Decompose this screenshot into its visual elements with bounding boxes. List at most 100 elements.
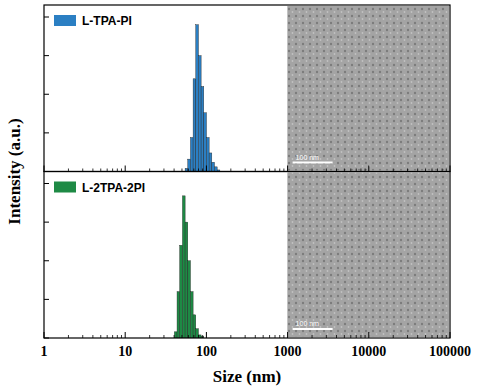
x-tick [450,166,451,172]
bar [174,332,177,338]
x-minor-tick [344,335,345,338]
x-minor-tick [107,335,108,338]
bar [193,79,196,172]
x-tick [287,166,288,172]
chart: 100 nm L-TPA-PI Intensity (a.u.) 100 nm 1 10 1… [0,0,480,389]
x-minor-tick [174,335,175,338]
x-minor-tick [121,335,122,338]
bar [209,153,212,172]
x-minor-tick [350,335,351,338]
x-minor-tick [269,335,270,338]
scale-bar [293,162,333,164]
y-tick [44,132,49,133]
bar [196,25,199,172]
y-tick [44,222,49,223]
x-tick [125,166,126,172]
bar [177,292,180,338]
scale-bar [293,328,333,330]
x-tick [125,332,126,338]
x-tick-label: 10 [118,344,132,359]
y-tick [44,260,49,261]
x-minor-tick [425,335,426,338]
frame [44,5,450,172]
x-minor-tick [283,335,284,338]
x-tick [44,332,45,338]
bar [182,196,185,338]
frame [44,172,450,339]
x-tick-label: 1 [41,344,48,359]
bar [212,162,215,171]
image-ground [288,173,449,338]
bar [190,292,193,338]
x-tick [206,166,207,172]
x-tick-label: 100000 [429,344,471,359]
image-texture [288,173,449,338]
x-axis-title: Size (nm) [213,367,281,386]
x-tick-label: 1000 [274,344,302,359]
x-tick [368,166,369,172]
x-minor-tick [279,335,280,338]
x-tick-label: 100 [196,344,217,359]
x-tick [368,332,369,338]
x-minor-tick [442,335,443,338]
x-minor-tick [365,335,366,338]
x-minor-tick [188,335,189,338]
bars [185,25,220,172]
x-tick [287,332,288,338]
bars [174,196,203,338]
image-texture [288,6,449,171]
x-minor-tick [255,335,256,338]
bar [180,245,183,338]
bar [214,167,217,172]
x-minor-tick [149,335,150,338]
bar [196,329,199,338]
x-minor-tick [275,335,276,338]
image-ground [288,6,449,171]
x-minor-tick [417,335,418,338]
x-minor-tick [360,335,361,338]
bar [193,315,196,338]
tem-image: 100 nm [288,173,449,338]
x-minor-tick [336,335,337,338]
x-minor-tick [446,335,447,338]
y-tick [44,55,49,56]
x-minor-tick [82,335,83,338]
bar [206,138,209,172]
x-minor-tick [202,335,203,338]
x-minor-tick [100,335,101,338]
bar [188,159,191,171]
y-axis-title: Intensity (a.u.) [5,118,24,224]
x-tick [450,332,451,338]
x-minor-tick [245,335,246,338]
x-minor-tick [437,335,438,338]
y-tick [44,94,49,95]
x-minor-tick [117,335,118,338]
y-tick [44,183,49,184]
x-minor-tick [312,335,313,338]
x-minor-tick [92,335,93,338]
bar [190,138,193,172]
tem-image: 100 nm [288,6,449,171]
bar [201,87,204,172]
scale-bar-label: 100 nm [296,320,320,327]
x-minor-tick [326,335,327,338]
legend-label: L-2TPA-2PI [82,181,145,195]
legend-swatch [54,15,76,26]
legend-label: L-TPA-PI [82,14,132,28]
x-minor-tick [230,335,231,338]
legend-swatch [54,182,76,193]
x-tick [206,332,207,338]
scale-bar-label: 100 nm [296,154,320,161]
y-tick [44,299,49,300]
x-minor-tick [198,335,199,338]
bar [188,261,191,338]
x-minor-tick [393,335,394,338]
bar [198,56,201,172]
x-minor-tick [193,335,194,338]
bar [185,222,188,338]
y-tick [44,17,49,18]
x-minor-tick [163,335,164,338]
x-tick [44,166,45,172]
x-minor-tick [407,335,408,338]
x-minor-tick [68,335,69,338]
